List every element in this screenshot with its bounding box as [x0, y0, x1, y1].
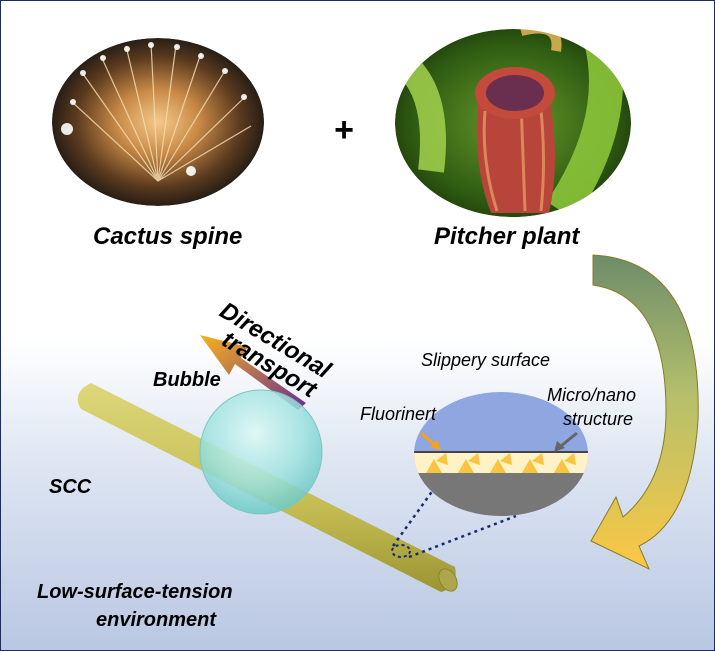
label-cactus-spine: Cactus spine	[93, 223, 243, 250]
zoom-lines	[391, 478, 517, 559]
fluorinert-pointer	[420, 431, 441, 450]
slippery-surface-inset	[414, 392, 588, 516]
bubble-shape	[199, 389, 323, 515]
cactus-photo	[52, 38, 264, 206]
curved-arrow	[590, 254, 699, 571]
label-scc: SCC	[49, 476, 92, 498]
label-low-surface-tension: Low-surface-tension	[37, 581, 233, 603]
label-pitcher-plant: Pitcher plant	[434, 223, 580, 250]
label-fluorinert: Fluorinert	[360, 404, 437, 424]
pitcher-plant-photo	[395, 29, 631, 217]
label-structure: structure	[563, 409, 634, 429]
label-bubble: Bubble	[153, 369, 221, 391]
zoom-origin-circle	[391, 544, 411, 558]
directional-arrow	[200, 335, 306, 410]
plus-sign: +	[334, 111, 354, 149]
label-environment: environment	[96, 609, 217, 631]
micro-structure-pointer	[554, 431, 578, 452]
label-micro-nano: Micro/nano	[547, 385, 637, 405]
label-slippery-surface: Slippery surface	[421, 350, 551, 370]
